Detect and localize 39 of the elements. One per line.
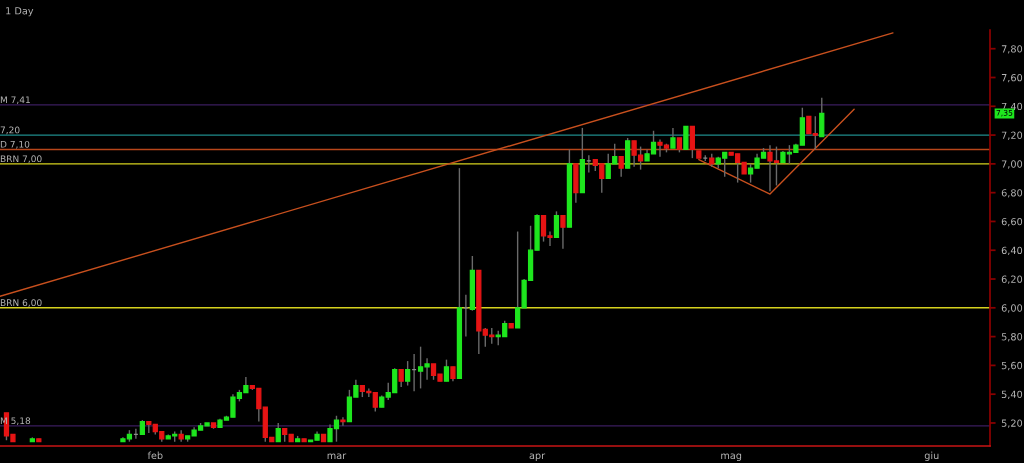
candlestick [670,127,676,149]
candlestick [372,392,378,413]
candlestick [275,422,281,443]
candlestick [146,420,152,434]
x-tick-label: mar [327,453,347,460]
x-tick-label: mag [721,453,742,461]
chart-title: 1 Day [6,7,34,17]
candlestick [812,115,818,151]
x-tick-label: giu [924,451,939,461]
candlestick [618,155,624,178]
y-tick-label: 5,20 [1001,419,1023,428]
candlestick [560,214,566,250]
y-tick-label: 7,60 [1001,73,1023,83]
y-tick-label: 5,80 [1001,333,1023,342]
y-tick-label: 6,00 [1001,304,1023,313]
x-tick-label: apr [529,453,546,461]
y-tick-label: 7,00 [1001,160,1023,169]
y-tick-label: 6,20 [1001,275,1023,284]
y-tick-label: 5,60 [1001,361,1023,371]
ref-line-label: BRN 7,00 [0,155,42,164]
y-tick-label: 5,40 [1001,390,1023,399]
ref-line-label: M 5,18 [0,417,31,426]
y-tick-label: 6,60 [1001,217,1023,227]
candlestick [443,358,450,382]
ref-line-label: D 7,10 [0,140,30,149]
candlestick [689,125,695,159]
candlestick [405,360,411,387]
x-tick-label: feb [147,451,163,460]
candlestick [683,125,689,151]
y-tick-label: 7,80 [1001,45,1023,54]
y-tick-label: 6,80 [1001,189,1023,198]
y-tick-label: 7,20 [1001,131,1023,140]
candlestick [819,96,825,138]
candlestick [340,416,346,427]
ref-line-label: M 7,41 [0,96,30,105]
ref-line-label: BRN 6,00 [0,299,42,307]
ref-line-label: 7,20 [0,126,20,135]
candlestick [553,210,560,238]
y-tick-label: 6,40 [1001,246,1023,256]
